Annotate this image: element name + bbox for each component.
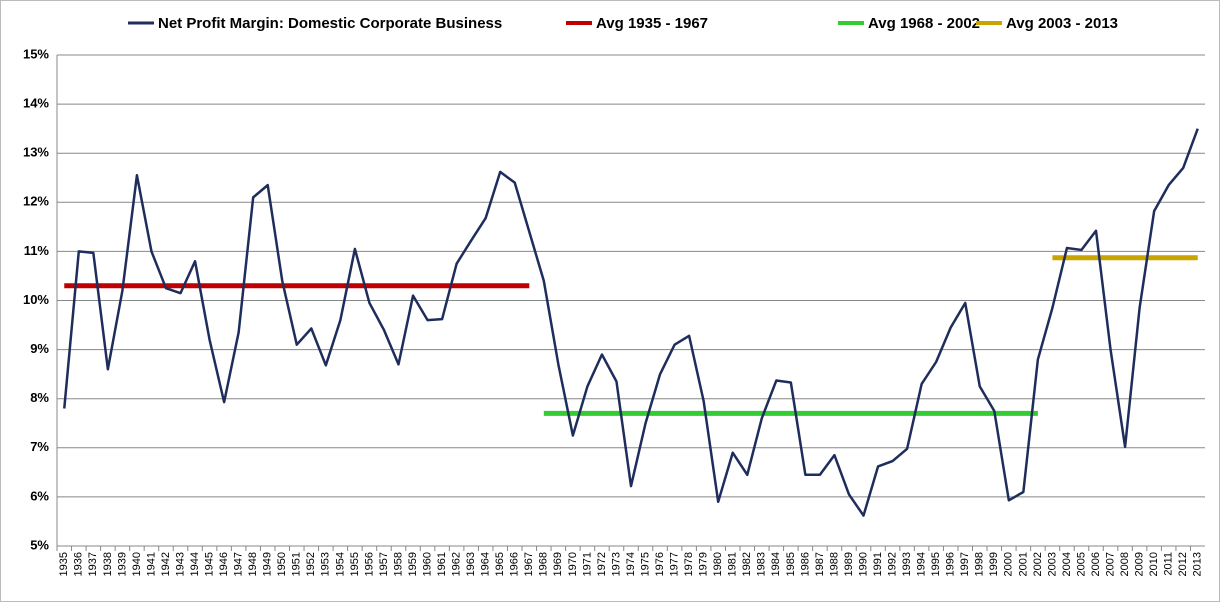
y-tick-label: 11% <box>24 243 50 258</box>
x-tick-label: 2000 <box>1003 552 1015 576</box>
x-tick-label: 1943 <box>174 552 186 576</box>
x-tick-label: 1945 <box>203 552 215 576</box>
x-tick-label: 1935 <box>58 552 70 576</box>
x-tick-label: 1986 <box>799 552 811 576</box>
x-tick-label: 1950 <box>276 552 288 576</box>
x-tick-label: 1951 <box>291 552 303 576</box>
y-tick-label: 10% <box>23 292 49 307</box>
x-tick-label: 1962 <box>451 552 463 576</box>
x-tick-label: 1942 <box>160 552 172 576</box>
x-tick-label: 2010 <box>1148 552 1160 576</box>
x-tick-label: 1967 <box>523 552 535 576</box>
y-tick-label: 6% <box>30 488 49 503</box>
x-tick-label: 1955 <box>349 552 361 576</box>
x-tick-label: 2006 <box>1090 552 1102 576</box>
legend-label: Avg 1935 - 1967 <box>596 15 708 32</box>
x-tick-label: 1940 <box>131 552 143 576</box>
x-tick-label: 1957 <box>378 552 390 576</box>
x-tick-label: 1994 <box>916 552 928 576</box>
x-tick-label: 2003 <box>1046 552 1058 576</box>
x-tick-label: 1982 <box>741 552 753 576</box>
x-tick-label: 1971 <box>581 552 593 576</box>
x-tick-label: 2001 <box>1017 552 1029 576</box>
x-tick-label: 2011 <box>1163 552 1175 576</box>
x-tick-label: 1979 <box>698 552 710 576</box>
x-tick-label: 1938 <box>102 552 114 576</box>
x-tick-label: 1997 <box>959 552 971 576</box>
x-tick-label: 1991 <box>872 552 884 576</box>
x-tick-label: 1948 <box>247 552 259 576</box>
x-tick-label: 2007 <box>1104 552 1116 576</box>
x-tick-label: 2013 <box>1192 552 1204 576</box>
x-tick-label: 2004 <box>1061 552 1073 576</box>
x-tick-label: 1959 <box>407 552 419 576</box>
x-tick-label: 1973 <box>610 552 622 576</box>
x-tick-label: 1988 <box>828 552 840 576</box>
x-tick-label: 1958 <box>392 552 404 576</box>
x-tick-label: 1956 <box>363 552 375 576</box>
x-tick-label: 1953 <box>320 552 332 576</box>
x-tick-label: 1954 <box>334 552 346 576</box>
x-tick-label: 1992 <box>886 552 898 576</box>
series-line <box>63 128 1199 517</box>
y-tick-label: 8% <box>30 390 49 405</box>
x-tick-label: 1976 <box>654 552 666 576</box>
x-tick-label: 1952 <box>305 552 317 576</box>
x-tick-label: 1936 <box>73 552 85 576</box>
legend-label: Net Profit Margin: Domestic Corporate Bu… <box>158 15 502 32</box>
x-tick-label: 1999 <box>988 552 1000 576</box>
x-tick-label: 1993 <box>901 552 913 576</box>
x-tick-label: 1977 <box>669 552 681 576</box>
x-tick-label: 1978 <box>683 552 695 576</box>
x-tick-label: 2005 <box>1075 552 1087 576</box>
x-tick-label: 1984 <box>770 552 782 576</box>
x-tick-label: 2008 <box>1119 552 1131 576</box>
legend-label: Avg 1968 - 2002 <box>868 15 980 32</box>
x-tick-label: 2009 <box>1134 552 1146 576</box>
x-tick-label: 1965 <box>494 552 506 576</box>
x-tick-label: 2012 <box>1177 552 1189 576</box>
y-tick-label: 14% <box>23 96 49 111</box>
x-tick-label: 1975 <box>639 552 651 576</box>
x-tick-label: 1974 <box>625 552 637 576</box>
x-tick-label: 1983 <box>756 552 768 576</box>
x-tick-label: 1944 <box>189 552 201 576</box>
y-tick-label: 5% <box>30 537 49 552</box>
x-tick-label: 1947 <box>233 552 245 576</box>
x-tick-label: 1972 <box>596 552 608 576</box>
x-tick-label: 1937 <box>87 552 99 576</box>
x-tick-label: 1985 <box>785 552 797 576</box>
x-tick-label: 1941 <box>145 552 157 576</box>
x-tick-label: 1987 <box>814 552 826 576</box>
x-tick-label: 1990 <box>857 552 869 576</box>
x-tick-label: 1946 <box>218 552 230 576</box>
x-tick-label: 1966 <box>509 552 521 576</box>
x-tick-label: 1995 <box>930 552 942 576</box>
x-tick-label: 1996 <box>945 552 957 576</box>
y-tick-label: 9% <box>30 341 49 356</box>
x-tick-label: 1989 <box>843 552 855 576</box>
y-tick-label: 12% <box>23 194 49 209</box>
x-tick-label: 1963 <box>465 552 477 576</box>
x-tick-label: 1939 <box>116 552 128 576</box>
x-tick-label: 1998 <box>974 552 986 576</box>
y-tick-label: 13% <box>23 145 49 160</box>
y-tick-label: 15% <box>23 46 49 61</box>
x-tick-label: 1970 <box>567 552 579 576</box>
x-tick-label: 1969 <box>552 552 564 576</box>
x-tick-label: 2002 <box>1032 552 1044 576</box>
y-tick-label: 7% <box>30 439 49 454</box>
x-tick-label: 1960 <box>421 552 433 576</box>
x-tick-label: 1961 <box>436 552 448 576</box>
x-tick-label: 1968 <box>538 552 550 576</box>
x-tick-label: 1949 <box>262 552 274 576</box>
x-tick-label: 1980 <box>712 552 724 576</box>
x-tick-label: 1981 <box>727 552 739 576</box>
x-tick-label: 1964 <box>480 552 492 576</box>
legend-label: Avg 2003 - 2013 <box>1006 15 1118 32</box>
